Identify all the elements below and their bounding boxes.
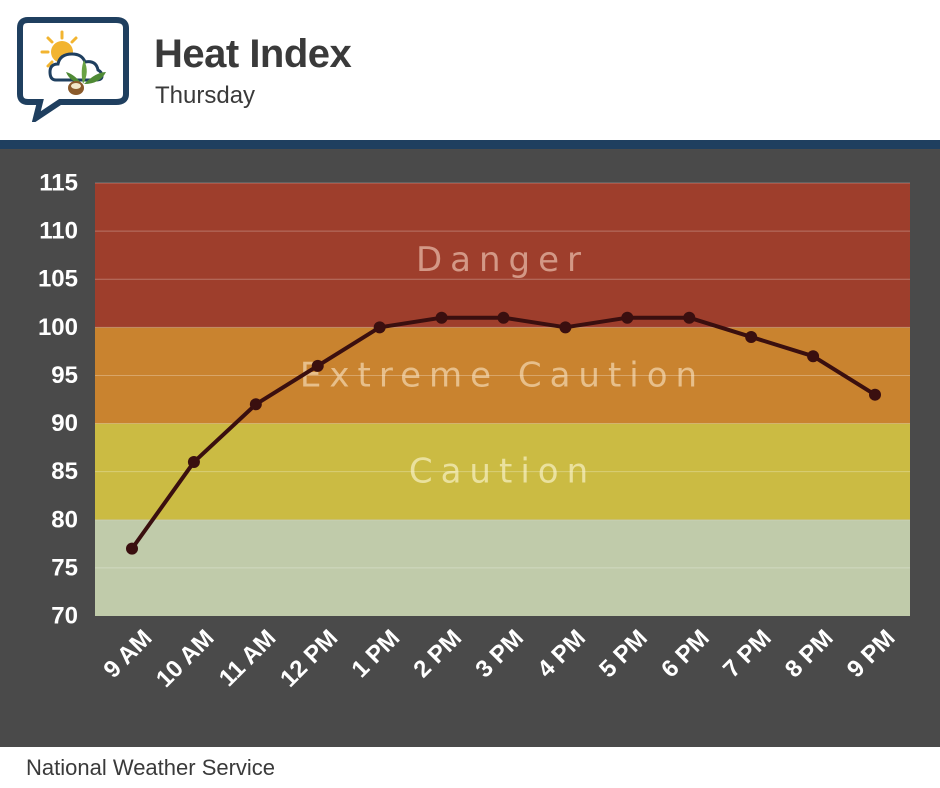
risk-band-caution: [95, 423, 910, 520]
data-point-9-pm: [869, 388, 881, 401]
x-tick-label: 7 PM: [718, 624, 777, 683]
x-tick-label: 12 PM: [275, 624, 343, 692]
data-point-2-pm: [435, 311, 448, 324]
gridlines: [95, 182, 910, 569]
data-points: [126, 311, 881, 555]
data-point-1-pm: [373, 321, 386, 334]
data-point-4-pm: [559, 321, 572, 334]
y-axis: 70 75 80 85 90 95 100 105 110 115: [38, 170, 78, 630]
x-tick-label: 1 PM: [347, 624, 406, 683]
y-tick-label: 80: [51, 506, 78, 533]
y-tick-label: 95: [51, 362, 78, 389]
x-tick-label: 4 PM: [532, 624, 591, 683]
data-point-8-pm: [807, 350, 820, 363]
band-label-danger: Danger: [416, 240, 589, 280]
y-tick-label: 110: [39, 218, 78, 245]
x-tick-label: 9 PM: [842, 624, 901, 683]
x-tick-label: 10 AM: [151, 624, 219, 692]
y-tick-label: 105: [38, 266, 78, 293]
source-credit: National Weather Service: [26, 755, 276, 780]
sun-cloud-plant-icon: [17, 17, 129, 122]
x-tick-label: 9 AM: [99, 624, 158, 683]
data-point-9-am: [126, 542, 138, 555]
risk-band-normal: [95, 519, 910, 616]
x-tick-label: 11 AM: [214, 624, 282, 692]
data-point-11-am: [249, 398, 262, 411]
data-point-7-pm: [745, 330, 758, 343]
y-tick-label: 85: [51, 458, 78, 485]
x-tick-label: 3 PM: [470, 624, 529, 683]
y-tick-label: 75: [51, 554, 78, 581]
x-tick-label: 6 PM: [656, 624, 715, 683]
data-point-12-pm: [311, 359, 324, 372]
data-point-6-pm: [683, 311, 696, 324]
header-divider-bar: [0, 140, 940, 149]
band-label-extreme-caution: Extreme Caution: [300, 355, 705, 395]
data-point-5-pm: [621, 311, 634, 324]
chart-panel: Caution Extreme Caution Danger 70 75 80 85 90 9…: [0, 149, 940, 747]
x-tick-label: 5 PM: [594, 624, 653, 683]
header: Heat Index Thursday: [0, 0, 940, 140]
data-point-10-am: [187, 456, 200, 469]
risk-band-danger: [95, 183, 910, 328]
y-tick-label: 70: [51, 603, 78, 630]
y-tick-label: 115: [39, 170, 78, 197]
heat-index-chart: Caution Extreme Caution Danger 70 75 80 85 90 9…: [38, 170, 910, 693]
risk-band-labels: Caution Extreme Caution Danger: [300, 240, 705, 492]
x-tick-label: 8 PM: [780, 624, 839, 683]
x-tick-label: 2 PM: [408, 624, 467, 683]
data-point-3-pm: [497, 311, 510, 324]
page-title: Heat Index: [154, 32, 352, 76]
page-subtitle: Thursday: [155, 82, 256, 109]
band-label-caution: Caution: [409, 452, 596, 492]
y-tick-label: 90: [51, 410, 78, 437]
y-tick-label: 100: [38, 314, 78, 341]
